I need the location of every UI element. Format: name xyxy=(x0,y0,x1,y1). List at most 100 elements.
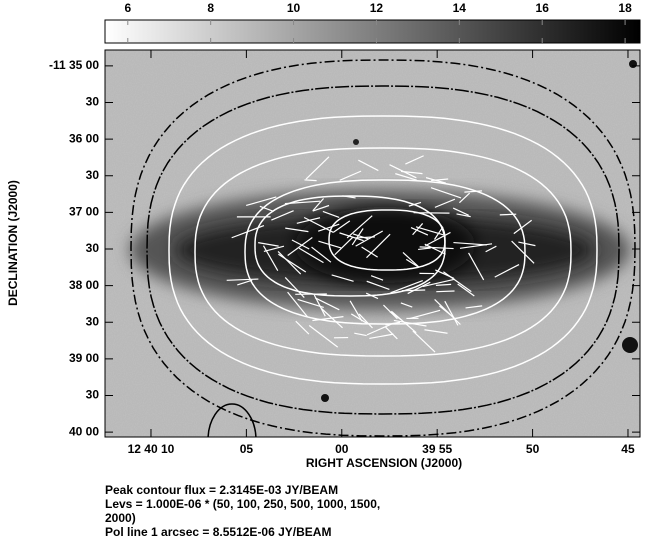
pol-vector xyxy=(354,332,367,337)
pol-vector xyxy=(358,159,379,172)
pol-vector xyxy=(271,210,294,221)
pol-vector xyxy=(334,236,354,256)
y-axis-label: DECLINATION (J2000) xyxy=(6,180,20,306)
pol-vector xyxy=(259,205,274,212)
pol-vector xyxy=(358,313,373,329)
y-tick-label: -11 35 00 xyxy=(49,58,99,72)
pol-vector xyxy=(366,280,390,290)
contour xyxy=(130,59,636,437)
pol-vector xyxy=(390,280,423,294)
pol-vector xyxy=(518,241,536,247)
pol-vector xyxy=(434,198,456,208)
plot-frame xyxy=(104,49,641,438)
pol-vector xyxy=(435,283,452,286)
pol-vector xyxy=(452,207,469,216)
pol-vector xyxy=(284,277,305,298)
x-tick-label: 12 40 10 xyxy=(128,442,175,456)
y-tick-label: 36 00 xyxy=(69,131,99,145)
pol-vector xyxy=(351,228,364,246)
pol-vector xyxy=(263,245,285,253)
galaxy-bulge xyxy=(295,207,475,283)
pol-vector xyxy=(400,302,413,308)
pol-vector xyxy=(453,241,487,246)
pol-vector xyxy=(407,281,431,295)
pol-vector xyxy=(312,204,330,212)
pol-vector xyxy=(312,316,344,322)
pol-vector xyxy=(311,246,332,263)
pol-vector xyxy=(499,213,517,216)
pol-vector xyxy=(297,298,324,308)
contour xyxy=(146,85,620,415)
pol-vector xyxy=(485,245,497,253)
pol-vector xyxy=(412,223,424,236)
pol-vector xyxy=(465,305,483,309)
pol-vector xyxy=(366,233,391,259)
colorbar-tick-label: 6 xyxy=(124,1,131,15)
y-tick-label: 37 00 xyxy=(69,205,99,219)
pol-vector xyxy=(237,279,253,286)
pol-vector xyxy=(298,247,324,264)
x-tick-label: 39 55 xyxy=(422,442,452,456)
pol-vector xyxy=(405,155,424,165)
pol-vector xyxy=(425,177,446,184)
note: 2000) xyxy=(105,511,136,525)
pol-vector xyxy=(262,245,279,272)
x-tick-label: 00 xyxy=(335,442,349,456)
pol-vector xyxy=(424,329,448,334)
note: Pol line 1 arcsec = 8.5512E-06 JY/BEAM xyxy=(105,525,331,539)
y-tick-label: 30 xyxy=(86,388,100,402)
colorbar-tick-label: 18 xyxy=(618,1,632,15)
pol-vector xyxy=(385,326,398,340)
pol-vector xyxy=(425,231,451,247)
colorbar-tick-label: 16 xyxy=(536,1,550,15)
pol-vector xyxy=(408,201,422,207)
pol-vector xyxy=(383,304,398,320)
colorbar xyxy=(104,19,641,44)
pol-vector xyxy=(405,258,419,268)
pol-vector xyxy=(457,283,475,297)
pol-vector xyxy=(468,252,485,281)
pol-vector xyxy=(365,292,379,300)
image xyxy=(105,50,640,437)
x-tick-label: 05 xyxy=(240,442,254,456)
pol-vector xyxy=(409,309,441,320)
pol-vector xyxy=(366,322,394,336)
x-tick-label: 45 xyxy=(621,442,635,456)
colorbar-tick-label: 8 xyxy=(207,1,214,15)
pol-vector xyxy=(331,274,354,282)
pol-vector xyxy=(317,223,340,232)
pol-vector xyxy=(226,278,259,281)
pol-vector xyxy=(513,219,533,235)
pol-vector xyxy=(511,240,535,264)
pol-vector xyxy=(277,250,302,275)
pol-vector xyxy=(444,300,459,326)
y-tick-label: 38 00 xyxy=(69,278,99,292)
pol-vector xyxy=(284,200,321,205)
pol-vector xyxy=(402,252,420,268)
pol-vector xyxy=(422,278,456,288)
pol-vector xyxy=(346,215,373,239)
pol-vector xyxy=(287,236,313,256)
y-tick-label: 30 xyxy=(86,314,100,328)
y-tick-label: 30 xyxy=(86,241,100,255)
pol-vector xyxy=(419,246,454,250)
pol-vector xyxy=(305,156,330,180)
pol-vector xyxy=(231,224,265,239)
contour xyxy=(194,147,572,357)
pol-vector xyxy=(424,243,446,255)
note: Peak contour flux = 2.3145E-03 JY/BEAM xyxy=(105,483,338,497)
pol-vector xyxy=(458,192,471,204)
note: Levs = 1.000E-06 * (50, 100, 250, 500, 1… xyxy=(105,497,380,511)
y-tick-label: 30 xyxy=(86,95,100,109)
pol-vector xyxy=(443,271,472,293)
pol-vector xyxy=(433,226,444,240)
pol-vector xyxy=(258,242,279,247)
pol-vector xyxy=(295,320,310,335)
pol-vector xyxy=(320,307,343,329)
pol-vector xyxy=(418,247,431,251)
pol-vector xyxy=(350,313,368,324)
pol-vector xyxy=(322,210,340,219)
pol-vector xyxy=(410,227,429,236)
pol-vector xyxy=(434,299,461,325)
